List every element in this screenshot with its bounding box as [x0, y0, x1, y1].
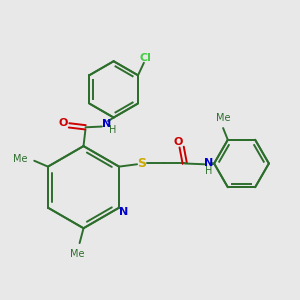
Text: N: N — [204, 158, 213, 168]
Text: O: O — [174, 136, 183, 147]
Text: O: O — [59, 118, 68, 128]
Text: S: S — [137, 157, 146, 170]
Text: Me: Me — [216, 112, 230, 123]
Text: Me: Me — [13, 154, 27, 164]
Text: H: H — [109, 125, 116, 135]
Text: Cl: Cl — [139, 53, 151, 63]
Text: N: N — [119, 207, 128, 218]
Text: H: H — [205, 166, 212, 176]
Text: N: N — [102, 119, 111, 129]
Text: Me: Me — [70, 249, 85, 259]
